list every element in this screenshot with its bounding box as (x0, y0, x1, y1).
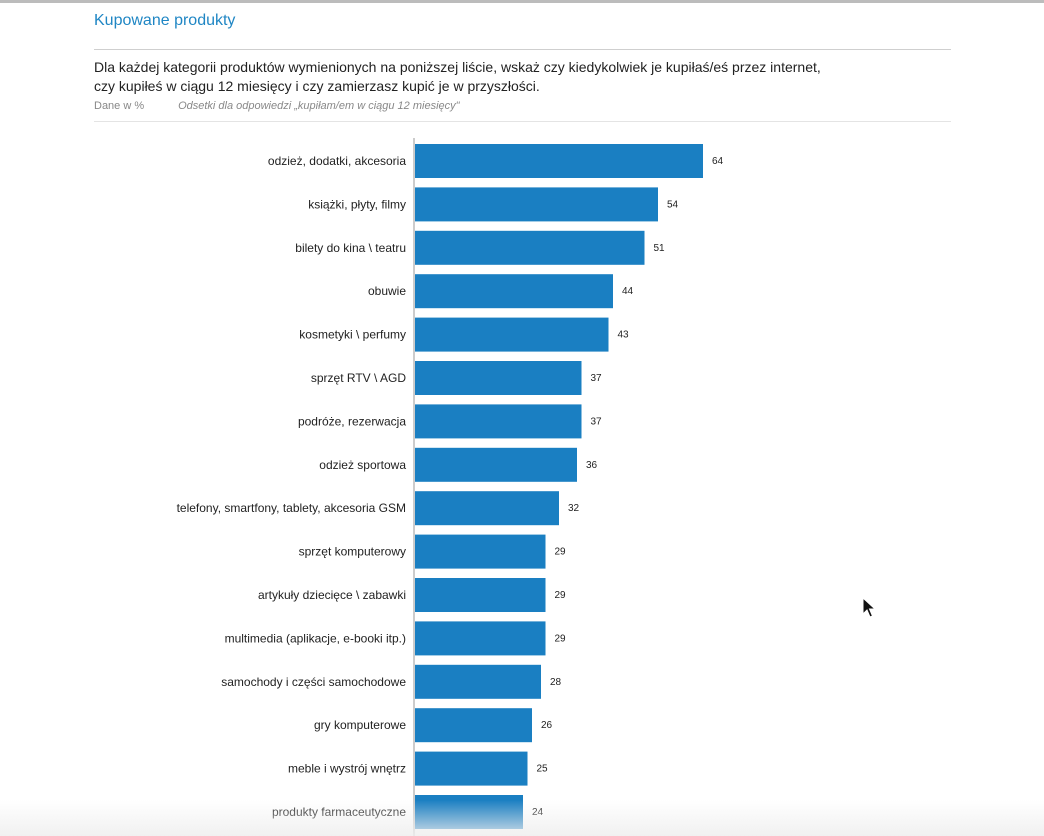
category-label: gry komputerowe (314, 718, 406, 732)
question-line-1: Dla każdej kategorii produktów wymienion… (94, 59, 821, 75)
data-label: 36 (586, 460, 598, 471)
category-label: telefony, smartfony, tablety, akcesoria … (177, 501, 406, 515)
category-label: sprzęt RTV \ AGD (311, 371, 406, 385)
bar (415, 447, 577, 482)
data-label: 26 (541, 720, 553, 731)
category-label: meble i wystrój wnętrz (288, 762, 406, 776)
category-label: produkty farmaceutyczne (272, 805, 406, 819)
data-label: 32 (568, 503, 580, 514)
top-border (0, 0, 1044, 3)
bar (415, 230, 645, 265)
category-label: odzież, dodatki, akcesoria (268, 154, 406, 168)
chart-meta: Dane w % Odsetki dla odpowiedzi „kupiłam… (94, 100, 460, 112)
data-label: 29 (555, 547, 567, 558)
bar (415, 578, 546, 612)
data-label: 54 (667, 199, 679, 210)
mouse-cursor-icon (862, 597, 876, 618)
data-label: 64 (712, 156, 724, 167)
bar (415, 317, 609, 352)
data-label: 51 (654, 243, 666, 254)
data-unit-label: Dane w % (94, 100, 145, 112)
bar (415, 404, 582, 439)
category-label: kosmetyki \ perfumy (299, 328, 406, 342)
category-label: obuwie (368, 284, 406, 298)
bar (415, 621, 546, 656)
question-line-2: czy kupiłeś w ciągu 12 miesięcy i czy za… (94, 78, 540, 94)
bar (415, 274, 613, 309)
bar (415, 795, 523, 829)
data-note-label: Odsetki dla odpowiedzi „kupiłam/em w cią… (178, 100, 460, 112)
bar (415, 187, 658, 222)
data-label: 43 (618, 330, 630, 341)
bar (415, 751, 528, 786)
bar (415, 708, 532, 743)
category-label: odzież sportowa (319, 458, 406, 472)
data-label: 37 (591, 373, 603, 384)
title-divider (94, 49, 951, 50)
category-label: sprzęt komputerowy (299, 545, 406, 559)
category-label: artykuły dziecięce \ zabawki (258, 588, 406, 602)
bar (415, 491, 559, 526)
bar (415, 664, 541, 699)
category-label: multimedia (aplikacje, e-booki itp.) (225, 631, 406, 645)
bar (415, 534, 546, 569)
meta-divider (94, 121, 951, 122)
data-label: 28 (550, 677, 562, 688)
data-label: 37 (591, 416, 603, 427)
category-label: podróże, rezerwacja (298, 414, 406, 428)
bar (415, 361, 582, 395)
bar (415, 144, 703, 178)
data-label: 44 (622, 286, 634, 297)
data-label: 29 (555, 590, 567, 601)
survey-question: Dla każdej kategorii produktów wymienion… (94, 58, 894, 96)
category-label: samochody i części samochodowe (221, 675, 406, 689)
page-title: Kupowane produkty (94, 12, 236, 29)
category-label: bilety do kina \ teatru (295, 241, 406, 255)
data-label: 24 (532, 807, 544, 818)
data-label: 25 (537, 764, 549, 775)
category-label: książki, płyty, filmy (308, 197, 406, 211)
data-label: 29 (555, 633, 567, 644)
